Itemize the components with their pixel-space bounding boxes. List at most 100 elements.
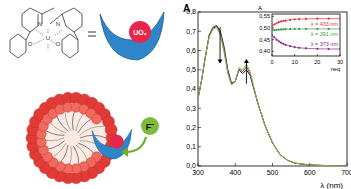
series-point bbox=[275, 29, 277, 31]
series-point bbox=[298, 18, 300, 20]
y-tick bbox=[272, 16, 274, 17]
equals bbox=[88, 36, 96, 37]
x-tick bbox=[317, 54, 318, 56]
structure: NNOOU bbox=[10, 8, 82, 58]
bond bbox=[22, 14, 23, 26]
y-tick-label: 0,5 bbox=[186, 66, 196, 73]
series-point bbox=[316, 28, 318, 30]
series-point bbox=[289, 19, 291, 21]
x-tick bbox=[235, 163, 236, 166]
atom-label: O bbox=[28, 41, 33, 47]
trend-arrow-head bbox=[218, 59, 223, 63]
series-point bbox=[282, 28, 284, 30]
x-tick-label: 500 bbox=[267, 169, 279, 176]
x-tick-label: 10 bbox=[292, 59, 298, 65]
bond bbox=[62, 34, 70, 40]
binding-arrow bbox=[126, 137, 146, 152]
y-tick bbox=[198, 108, 201, 109]
bond bbox=[10, 34, 18, 40]
x-tick bbox=[294, 54, 295, 56]
series-line bbox=[272, 19, 340, 26]
series-point bbox=[305, 18, 307, 20]
atom-label: N bbox=[38, 21, 42, 27]
surfactant-head bbox=[92, 114, 102, 124]
coordination-bond bbox=[54, 30, 62, 36]
series-point bbox=[339, 28, 340, 30]
x-tick-label: 400 bbox=[229, 169, 241, 176]
series-point bbox=[289, 28, 291, 30]
bond bbox=[26, 40, 27, 52]
y-tick-label: 0,0 bbox=[186, 162, 196, 169]
series-point bbox=[275, 22, 277, 24]
trend-arrow bbox=[246, 60, 247, 84]
x-tick-label: 700 bbox=[341, 169, 351, 176]
x-tick bbox=[340, 54, 341, 56]
atom-label: O bbox=[56, 41, 61, 47]
series-point bbox=[272, 25, 273, 27]
bond bbox=[74, 32, 78, 40]
series-point bbox=[328, 48, 330, 50]
trend-arrow-head bbox=[244, 59, 249, 63]
series-point bbox=[316, 48, 318, 50]
series-point bbox=[278, 29, 280, 31]
x-tick bbox=[198, 163, 199, 166]
series-label: λ = 373 nm bbox=[311, 41, 339, 47]
equals bbox=[88, 32, 96, 33]
series-point bbox=[294, 18, 296, 20]
series-point bbox=[328, 28, 330, 30]
bond bbox=[82, 14, 83, 26]
bond bbox=[70, 52, 78, 58]
surfactant-head bbox=[105, 124, 117, 136]
plot-frame bbox=[198, 12, 347, 166]
y-tick-label: 0,4 bbox=[186, 85, 196, 92]
y-tick bbox=[272, 51, 274, 52]
bond bbox=[74, 26, 82, 32]
main-chart: 3004005006007000,00,10,20,30,40,50,60,70… bbox=[183, 3, 351, 189]
bond bbox=[22, 26, 30, 32]
atom-label: N bbox=[56, 21, 60, 27]
x-tick bbox=[272, 163, 273, 166]
y-tick-label: 0,2 bbox=[186, 124, 196, 131]
x-axis-label: neq bbox=[331, 66, 340, 72]
x-tick-label: 300 bbox=[192, 169, 204, 176]
series-point bbox=[339, 48, 340, 50]
coordination-bond bbox=[50, 40, 56, 44]
bond bbox=[22, 8, 30, 14]
bond bbox=[18, 34, 26, 40]
bond bbox=[66, 26, 74, 32]
bond bbox=[10, 52, 18, 58]
coordination-bond bbox=[36, 30, 44, 36]
coordination-bond bbox=[34, 39, 44, 44]
y-tick bbox=[272, 28, 274, 29]
y-tick bbox=[198, 12, 201, 13]
series-point bbox=[282, 20, 284, 22]
bond bbox=[26, 32, 30, 40]
y-axis-label: A bbox=[258, 5, 262, 11]
uranyl-site bbox=[110, 135, 124, 149]
series-point bbox=[294, 46, 296, 48]
y-tick-label: 0,55 bbox=[259, 13, 270, 19]
receptor-shape bbox=[100, 12, 164, 60]
bond bbox=[18, 52, 26, 58]
series-point bbox=[273, 29, 275, 31]
bond bbox=[30, 26, 38, 32]
x-tick-label: 20 bbox=[314, 59, 320, 65]
series-point bbox=[273, 23, 275, 25]
series-point bbox=[278, 40, 280, 42]
bond bbox=[62, 52, 70, 58]
series-point bbox=[273, 36, 275, 38]
series-point bbox=[328, 18, 330, 20]
series-point bbox=[339, 18, 340, 20]
series-point bbox=[280, 42, 282, 44]
bond bbox=[42, 8, 54, 14]
series-point bbox=[272, 29, 273, 31]
y-tick-label: 0,6 bbox=[186, 47, 196, 54]
x-tick-label: 600 bbox=[304, 169, 316, 176]
series-point bbox=[280, 20, 282, 22]
series-point bbox=[298, 47, 300, 49]
bond bbox=[78, 40, 79, 52]
micelle-core bbox=[36, 102, 108, 174]
figure: NNOOUUO₂F⁻3004005006007000,00,10,20,30,4… bbox=[0, 0, 351, 189]
y-tick bbox=[272, 39, 274, 40]
y-tick-label: 0,45 bbox=[259, 37, 270, 43]
